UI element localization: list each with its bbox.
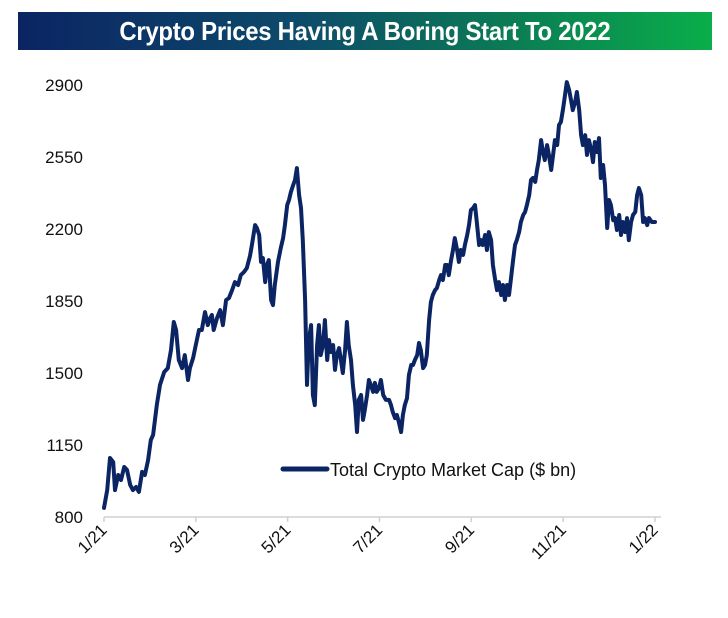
- x-tick-label: 11/21: [527, 520, 570, 563]
- y-tick-label: 1850: [45, 292, 83, 311]
- x-tick-label: 3/21: [166, 520, 203, 557]
- series-line-total-crypto-market-cap: [102, 80, 657, 510]
- legend-label: Total Crypto Market Cap ($ bn): [330, 460, 576, 480]
- y-tick-label: 800: [55, 508, 83, 527]
- x-tick-label: 1/22: [625, 520, 662, 557]
- title-banner: Crypto Prices Having A Boring Start To 2…: [18, 12, 712, 50]
- x-tick-label: 5/21: [258, 520, 295, 557]
- chart-title: Crypto Prices Having A Boring Start To 2…: [119, 15, 611, 46]
- x-tick-label: 7/21: [349, 520, 386, 557]
- series-group: [102, 80, 657, 510]
- x-axis: 1/21 3/21 5/21 7/21 9/21 11/21 1/22: [74, 517, 662, 563]
- y-axis: 800 1150 1500 1850 2200 2550 2900: [45, 76, 83, 527]
- y-tick-label: 1500: [45, 364, 83, 383]
- y-tick-label: 1150: [46, 436, 83, 455]
- y-tick-label: 2550: [45, 148, 83, 167]
- y-tick-label: 2900: [45, 76, 83, 95]
- legend: Total Crypto Market Cap ($ bn): [280, 460, 576, 480]
- y-tick-label: 2200: [45, 220, 83, 239]
- x-tick-label: 9/21: [441, 520, 478, 557]
